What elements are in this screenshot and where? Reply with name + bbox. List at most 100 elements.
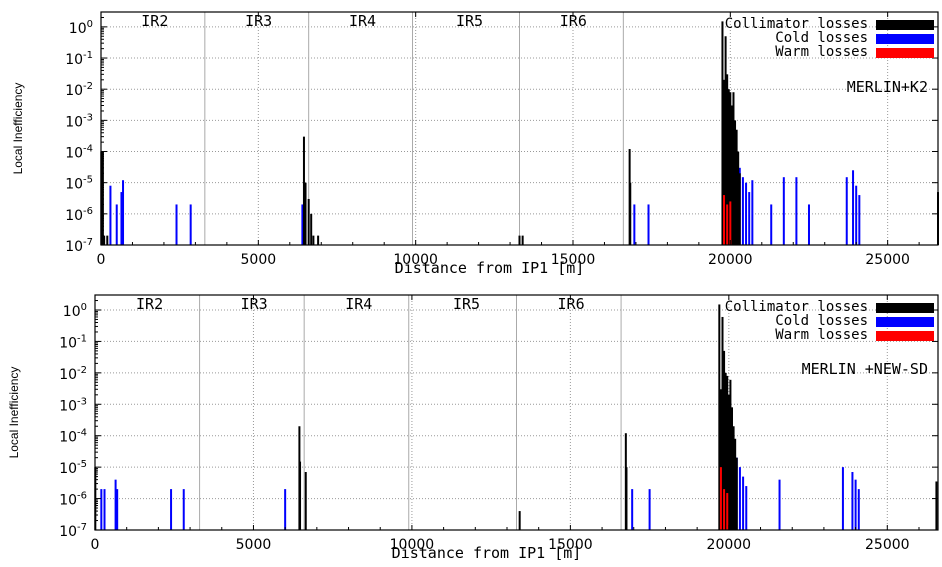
bar-collimator-losses xyxy=(312,235,315,245)
bar-cold-losses xyxy=(748,192,751,245)
legend-swatch xyxy=(876,317,934,327)
y-tick-label: 10-1 xyxy=(59,333,87,351)
bar-warm-losses xyxy=(726,204,729,245)
legend-swatch xyxy=(876,48,934,58)
bar-collimator-losses xyxy=(935,481,938,530)
x-tick-label: 0 xyxy=(97,252,106,268)
bar-cold-losses xyxy=(855,185,858,245)
bar-cold-losses xyxy=(782,177,785,245)
x-tick-label: 5000 xyxy=(236,537,272,553)
ir-label: IR4 xyxy=(349,12,376,30)
bar-collimator-losses xyxy=(625,467,628,530)
x-tick-label: 10000 xyxy=(393,252,438,268)
y-tick-label: 10-6 xyxy=(59,491,87,509)
x-tick-label: 10000 xyxy=(390,537,435,553)
bar-warm-losses xyxy=(726,493,729,530)
bar-collimator-losses xyxy=(738,173,741,245)
bar-cold-losses xyxy=(284,489,287,530)
y-tick-label: 10-3 xyxy=(65,112,93,130)
y-tick-label: 10-6 xyxy=(65,206,93,224)
y-tick-label: 10-2 xyxy=(65,81,93,99)
bar-cold-losses xyxy=(852,170,855,245)
bar-cold-losses xyxy=(738,467,741,530)
bar-cold-losses xyxy=(841,467,844,530)
x-tick-label: 20000 xyxy=(707,537,752,553)
bar-collimator-losses xyxy=(732,426,735,530)
y-tick-label: 10-4 xyxy=(65,144,93,162)
plot-frame xyxy=(100,11,939,246)
bar-collimator-losses xyxy=(723,350,726,530)
legend-label: Cold losses xyxy=(775,313,868,329)
bar-collimator-losses xyxy=(299,461,302,530)
bar-cold-losses xyxy=(845,177,848,245)
bar-collimator-losses xyxy=(521,235,524,245)
bar-warm-losses xyxy=(723,489,726,530)
bar-cold-losses xyxy=(109,185,112,245)
y-tick-label: 10-5 xyxy=(59,459,87,477)
x-axis-title: Distance from IP1 [m] xyxy=(395,259,585,277)
legend-label: Collimator losses xyxy=(725,16,868,32)
bar-collimator-losses xyxy=(721,21,724,245)
bar-cold-losses xyxy=(116,489,119,530)
bar-collimator-losses xyxy=(729,379,732,530)
bar-cold-losses xyxy=(301,204,304,245)
bar-cold-losses xyxy=(633,204,636,245)
bar-collimator-losses xyxy=(304,472,307,530)
x-tick-label: 25000 xyxy=(865,252,910,268)
plot-frame xyxy=(94,294,939,531)
bar-collimator-losses xyxy=(724,372,727,530)
bar-collimator-losses xyxy=(518,235,521,245)
bar-warm-losses xyxy=(729,201,732,245)
bar-warm-losses xyxy=(723,195,726,245)
bar-collimator-losses xyxy=(518,511,521,530)
bar-cold-losses xyxy=(114,479,117,530)
bar-cold-losses xyxy=(647,204,650,245)
bar-collimator-losses xyxy=(103,235,106,245)
bar-collimator-losses xyxy=(101,151,104,245)
bar-collimator-losses xyxy=(731,407,734,530)
y-tick-label: 10-3 xyxy=(59,396,87,414)
bar-cold-losses xyxy=(120,192,123,245)
legend-label: Warm losses xyxy=(775,44,868,60)
y-tick-label: 10-7 xyxy=(59,522,87,540)
bar-cold-losses xyxy=(745,182,748,245)
bar-cold-losses xyxy=(795,177,798,245)
y-tick-label: 10-7 xyxy=(65,237,93,255)
bar-cold-losses xyxy=(851,472,854,530)
ir-label: IR4 xyxy=(345,295,372,313)
y-axis-title: Local Inefficiency xyxy=(11,83,25,175)
bar-collimator-losses xyxy=(718,304,721,530)
legend-swatch xyxy=(876,34,934,44)
ir-label: IR6 xyxy=(558,295,585,313)
bar-cold-losses xyxy=(115,204,118,245)
bar-collimator-losses xyxy=(721,316,724,530)
bar-collimator-losses xyxy=(302,136,305,245)
bar-collimator-losses xyxy=(729,92,732,245)
bar-cold-losses xyxy=(122,180,125,245)
x-tick-label: 15000 xyxy=(548,537,593,553)
y-axis-title: Local Inefficiency xyxy=(7,367,21,459)
bar-cold-losses xyxy=(807,204,810,245)
legend-swatch xyxy=(876,20,934,30)
bar-cold-losses xyxy=(854,479,857,530)
ir-label: IR6 xyxy=(560,12,587,30)
bar-collimator-losses xyxy=(734,120,737,245)
bar-collimator-losses xyxy=(726,74,729,245)
bar-collimator-losses xyxy=(735,457,738,530)
ir-label: IR5 xyxy=(453,295,480,313)
chart-panel-1: 0 5000 10000 15000 20000 25000 10-7 10-6 10-5 10-… xyxy=(11,11,939,277)
legend-label: Warm losses xyxy=(775,327,868,343)
bar-cold-losses xyxy=(742,476,745,530)
bar-collimator-losses xyxy=(310,213,313,245)
panel-annotation: MERLIN +NEW-SD xyxy=(802,360,928,378)
bar-cold-losses xyxy=(100,489,103,530)
bar-cold-losses xyxy=(175,204,178,245)
x-tick-label: 20000 xyxy=(708,252,753,268)
ir-label: IR3 xyxy=(245,12,272,30)
y-tick-label: 10-1 xyxy=(65,50,93,68)
x-tick-label: 15000 xyxy=(551,252,596,268)
bar-collimator-losses xyxy=(726,375,729,530)
bar-collimator-losses xyxy=(307,198,310,245)
bar-collimator-losses xyxy=(723,79,726,245)
